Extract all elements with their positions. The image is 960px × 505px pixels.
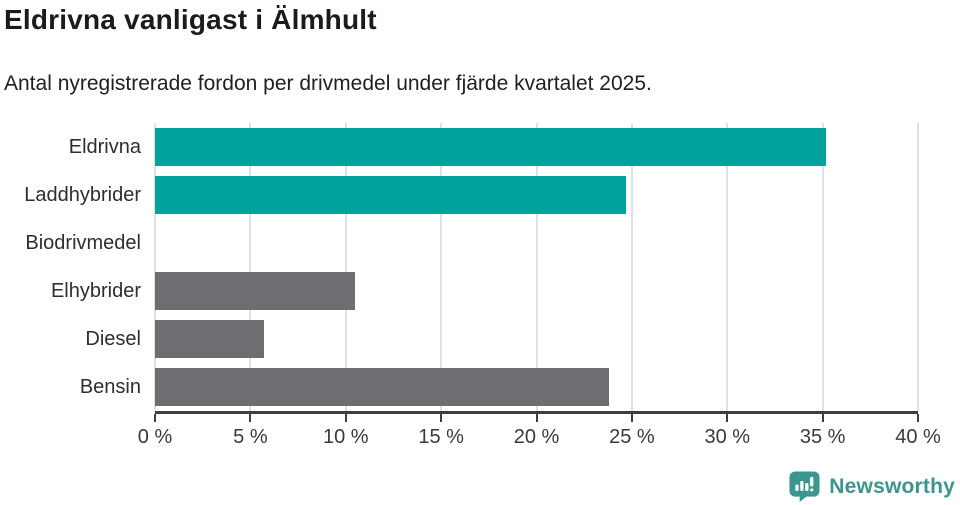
tick-label: 20 %: [513, 426, 560, 448]
tick-label: 25 %: [609, 426, 655, 448]
tick-label: 0 %: [137, 426, 173, 448]
x-axis-ticks: 0 % 5 % 10 % 15 % 20 % 25 % 30 % 35 % 40 %: [138, 414, 941, 454]
tick-mark: [154, 414, 156, 422]
tick-label: 5 %: [233, 426, 268, 448]
newsworthy-wordmark: Newsworthy: [829, 474, 955, 498]
chart-rows: Eldrivna Laddhybrider Biodrivmedel Elhybrid…: [0, 123, 918, 411]
chart-row: Elhybrider: [0, 267, 918, 315]
chart-row: Diesel: [0, 315, 918, 363]
bar: [155, 272, 356, 310]
category-label: Elhybrider: [50, 279, 141, 302]
bar-track: [155, 128, 918, 166]
tick-mark: [726, 414, 729, 422]
chart-row: Biodrivmedel: [0, 219, 918, 267]
bar: [155, 320, 264, 358]
tick-label: 35 %: [799, 426, 846, 448]
bar: [155, 176, 627, 214]
category-label: Eldrivna: [68, 135, 141, 158]
bar: [155, 368, 609, 406]
bar-track: [155, 368, 918, 406]
category-label: Biodrivmedel: [25, 231, 141, 254]
category-label: Bensin: [79, 375, 141, 398]
bar-track: [155, 320, 918, 358]
chart-row: Eldrivna: [0, 123, 918, 171]
category-label: Laddhybrider: [24, 183, 141, 206]
tick-mark: [917, 414, 919, 422]
newsworthy-bubble-chart-icon: [789, 471, 820, 502]
bar-track: [155, 272, 918, 310]
tick-label: 15 %: [418, 426, 464, 448]
bar-track: [155, 224, 918, 262]
chart-row: Laddhybrider: [0, 171, 918, 219]
tick-mark: [821, 414, 824, 422]
tick-mark: [344, 414, 347, 422]
tick-mark: [249, 414, 252, 422]
chart-title: Eldrivna vanligast i Älmhult: [4, 4, 377, 35]
tick-label: 10 %: [322, 426, 369, 448]
x-axis-line: [155, 411, 918, 414]
chart-subtitle: Antal nyregistrerade fordon per drivmede…: [4, 72, 652, 95]
chart-row: Bensin: [0, 363, 918, 411]
tick-label: 30 %: [704, 426, 751, 448]
tick-mark: [535, 414, 538, 422]
bar-track: [155, 176, 918, 214]
bar: [155, 128, 827, 166]
tick-mark: [440, 414, 443, 422]
tick-label: 40 %: [895, 426, 941, 448]
bar-chart: Eldrivna Laddhybrider Biodrivmedel Elhybrid…: [0, 123, 941, 454]
category-label: Diesel: [85, 327, 141, 350]
tick-mark: [630, 414, 633, 422]
newsworthy-logo: Newsworthy: [789, 471, 955, 502]
